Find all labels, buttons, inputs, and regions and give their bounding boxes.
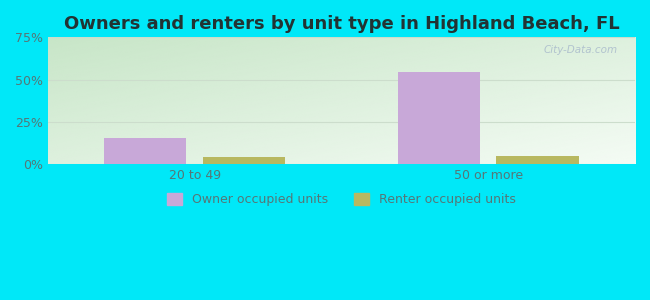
Text: City-Data.com: City-Data.com — [543, 45, 618, 55]
Bar — [104, 138, 187, 164]
Title: Owners and renters by unit type in Highland Beach, FL: Owners and renters by unit type in Highl… — [64, 15, 619, 33]
Bar — [497, 156, 578, 164]
Legend: Owner occupied units, Renter occupied units: Owner occupied units, Renter occupied un… — [162, 188, 521, 211]
Bar — [398, 72, 480, 164]
Bar — [203, 158, 285, 164]
